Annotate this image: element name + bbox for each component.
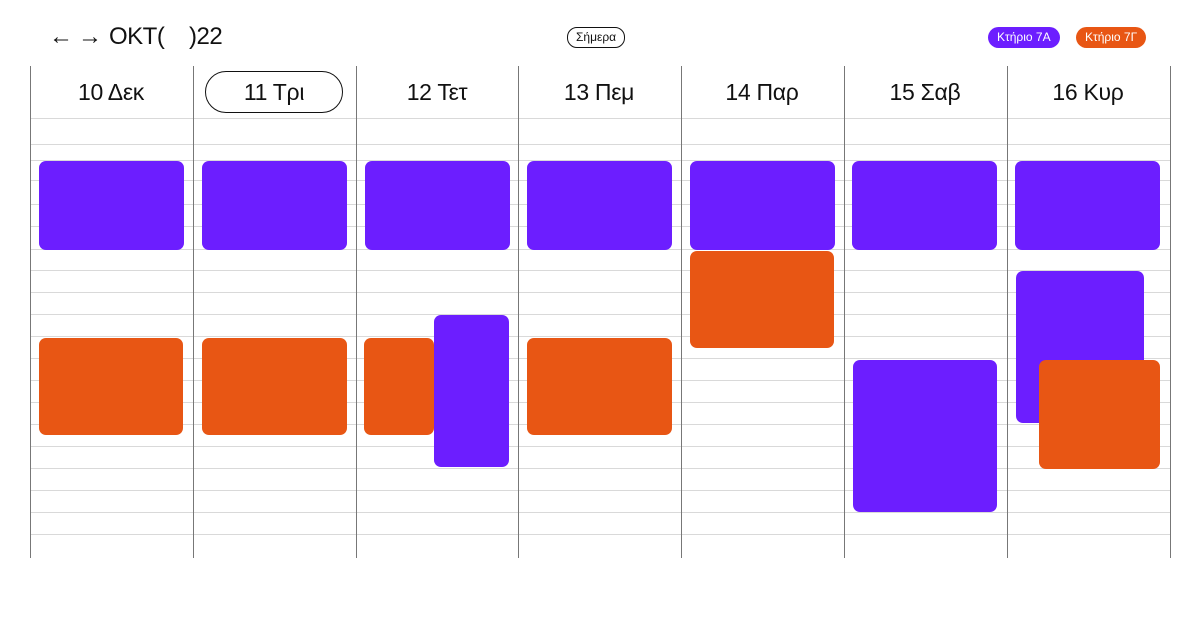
hour-gridline <box>30 446 1170 447</box>
day-header-label: 16 Κυρ <box>1052 79 1124 105</box>
today-button[interactable]: Σήμερα <box>567 27 626 48</box>
hour-gridline <box>30 144 1170 145</box>
day-header[interactable]: 10 Δεκ <box>30 66 192 118</box>
event-block[interactable] <box>527 161 672 250</box>
day-header[interactable]: 16 Κυρ <box>1007 66 1169 118</box>
hour-gridline <box>30 534 1170 535</box>
event-block[interactable] <box>527 338 672 435</box>
forward-arrow-icon[interactable]: → <box>78 23 102 50</box>
hour-gridline <box>30 490 1170 491</box>
hour-gridline <box>30 160 1170 161</box>
day-header[interactable]: 15 Σαβ <box>844 66 1006 118</box>
event-block[interactable] <box>39 338 183 435</box>
event-block[interactable] <box>39 161 184 250</box>
event-block[interactable] <box>364 338 434 435</box>
day-divider <box>356 66 357 558</box>
hour-gridline <box>30 292 1170 293</box>
day-header[interactable]: 12 Τετ <box>356 66 518 118</box>
day-header-label: 13 Πεμ <box>563 79 635 105</box>
day-divider <box>30 66 31 558</box>
hour-gridline <box>30 336 1170 337</box>
period-label: ΟΚΤ( )22 <box>109 23 223 50</box>
hour-gridline <box>30 118 1170 119</box>
hour-gridline <box>30 512 1170 513</box>
event-block[interactable] <box>690 161 835 250</box>
event-block[interactable] <box>365 161 510 250</box>
event-block[interactable] <box>1015 161 1160 250</box>
day-divider <box>1007 66 1008 558</box>
day-header[interactable]: 13 Πεμ <box>518 66 680 118</box>
day-divider <box>681 66 682 558</box>
event-block[interactable] <box>690 251 834 348</box>
event-block[interactable] <box>852 161 997 250</box>
back-arrow-icon[interactable]: ← <box>49 23 73 50</box>
event-block[interactable] <box>434 315 509 467</box>
legend-building-7g[interactable]: Κτήριο 7Γ <box>1076 27 1147 48</box>
day-header-label: 11 Τρι <box>204 71 344 113</box>
day-header[interactable]: 14 Παρ <box>681 66 843 118</box>
hour-gridline <box>30 314 1170 315</box>
event-block[interactable] <box>202 161 347 250</box>
day-divider <box>518 66 519 558</box>
hour-gridline <box>30 270 1170 271</box>
event-block[interactable] <box>1039 360 1160 469</box>
week-grid: 10 Δεκ 11 Τρι 12 Τετ 13 Πεμ 14 Παρ 15 Σαβ 16 Κ… <box>30 66 1171 558</box>
day-divider <box>1170 66 1171 558</box>
event-block[interactable] <box>202 338 347 435</box>
legend-building-7a[interactable]: Κτήριο 7Α <box>988 27 1060 48</box>
day-header-label: 15 Σαβ <box>889 79 961 105</box>
day-header-label: 12 Τετ <box>406 79 468 105</box>
event-block[interactable] <box>853 360 997 512</box>
day-header-label: 10 Δεκ <box>77 79 145 105</box>
day-divider <box>844 66 845 558</box>
hour-gridline <box>30 468 1170 469</box>
day-header[interactable]: 11 Τρι <box>193 66 355 118</box>
calendar-toolbar: ← → ΟΚΤ( )22 Σήμερα Κτήριο 7Α Κτήριο 7Γ <box>0 0 1200 62</box>
day-divider <box>193 66 194 558</box>
day-header-label: 14 Παρ <box>725 79 799 105</box>
